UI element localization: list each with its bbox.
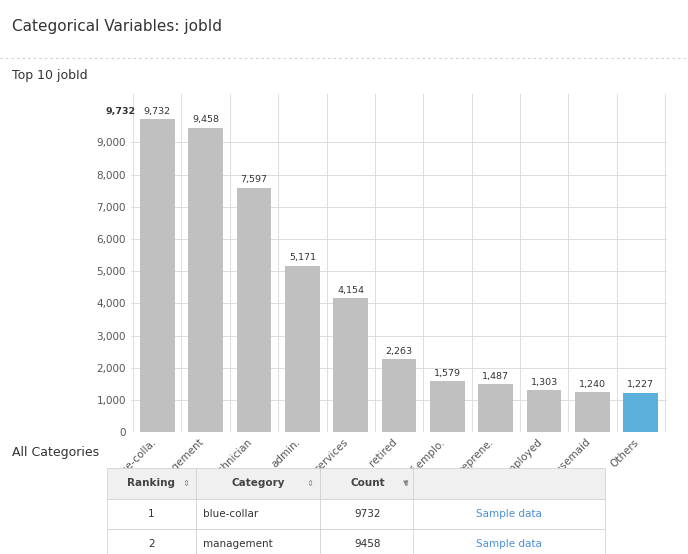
Text: 4,154: 4,154	[337, 286, 364, 295]
Text: 2: 2	[148, 539, 155, 550]
Text: ⇕: ⇕	[402, 479, 409, 488]
Text: ⇕: ⇕	[306, 479, 313, 488]
Text: 1: 1	[148, 509, 155, 519]
Bar	[140, 119, 175, 432]
Text: 1,487: 1,487	[482, 372, 509, 381]
Text: 1,579: 1,579	[434, 369, 461, 378]
Bar	[623, 393, 658, 432]
Text: 9,732: 9,732	[106, 107, 136, 116]
Text: 7,597: 7,597	[241, 176, 268, 184]
Text: 1,303: 1,303	[530, 378, 558, 387]
Text: ▼: ▼	[403, 480, 409, 486]
Text: Categorical Variables: jobId: Categorical Variables: jobId	[12, 19, 222, 34]
Bar	[237, 188, 271, 432]
Text: 9458: 9458	[355, 539, 381, 550]
Text: 5,171: 5,171	[289, 254, 316, 263]
Text: 2,263: 2,263	[385, 347, 413, 356]
Bar	[189, 128, 223, 432]
Text: blue-collar: blue-collar	[203, 509, 258, 519]
Bar	[285, 266, 320, 432]
Text: management: management	[203, 539, 272, 550]
Text: 1,227: 1,227	[627, 381, 654, 389]
Text: 9,458: 9,458	[192, 115, 219, 125]
Text: All Categories: All Categories	[12, 446, 100, 459]
Text: Ranking: Ranking	[127, 478, 175, 489]
Text: 1,240: 1,240	[579, 380, 606, 389]
Bar	[478, 384, 513, 432]
Text: Category: Category	[231, 478, 285, 489]
Text: 9732: 9732	[355, 509, 381, 519]
Bar	[575, 392, 610, 432]
Bar	[382, 360, 416, 432]
Bar	[430, 381, 465, 432]
Text: 9,732: 9,732	[144, 107, 171, 116]
Text: Count: Count	[351, 478, 385, 489]
Text: ⇕: ⇕	[182, 479, 189, 488]
Text: Sample data: Sample data	[476, 509, 542, 519]
Bar	[527, 390, 561, 432]
Text: Top 10 jobId: Top 10 jobId	[12, 69, 88, 82]
Text: Sample data: Sample data	[476, 539, 542, 550]
Bar	[333, 299, 368, 432]
